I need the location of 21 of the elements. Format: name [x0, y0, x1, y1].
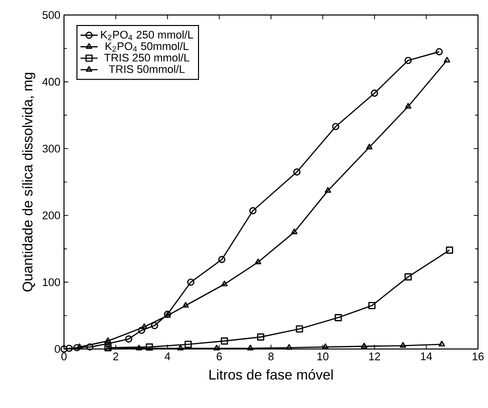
y-axis-title: Quantidade de sílica dissolvida, mg [22, 72, 36, 292]
y-tick-label: 400 [42, 78, 60, 86]
y-tick-label: 200 [42, 212, 60, 220]
y-tick-label: 0 [54, 345, 60, 353]
x-tick-label: 4 [164, 352, 170, 360]
legend-label: K$_{2}$PO$_{4}$ 250 mmol/L [101, 30, 194, 40]
x-tick-label: 16 [472, 352, 484, 360]
x-tick-label: 6 [216, 352, 222, 360]
x-tick-label: 14 [420, 352, 432, 360]
y-tick-label: 500 [42, 11, 60, 19]
legend-label: TRIS 50mmol/L [108, 64, 185, 74]
y-tick-label: 100 [42, 278, 60, 286]
x-tick-label: 0 [61, 352, 67, 360]
y-tick-label: 300 [42, 144, 60, 152]
legend-label: TRIS 250 mmol/L [104, 53, 190, 62]
x-tick-label: 2 [113, 352, 118, 360]
x-tick-label: 8 [268, 352, 274, 360]
legend-label: K$_{2}$PO$_{4}$ 50mmol/L [106, 42, 189, 52]
x-axis-title: Litros de fase móvel [210, 369, 333, 380]
x-tick-label: 12 [369, 352, 380, 360]
x-tick-label: 10 [317, 352, 328, 360]
